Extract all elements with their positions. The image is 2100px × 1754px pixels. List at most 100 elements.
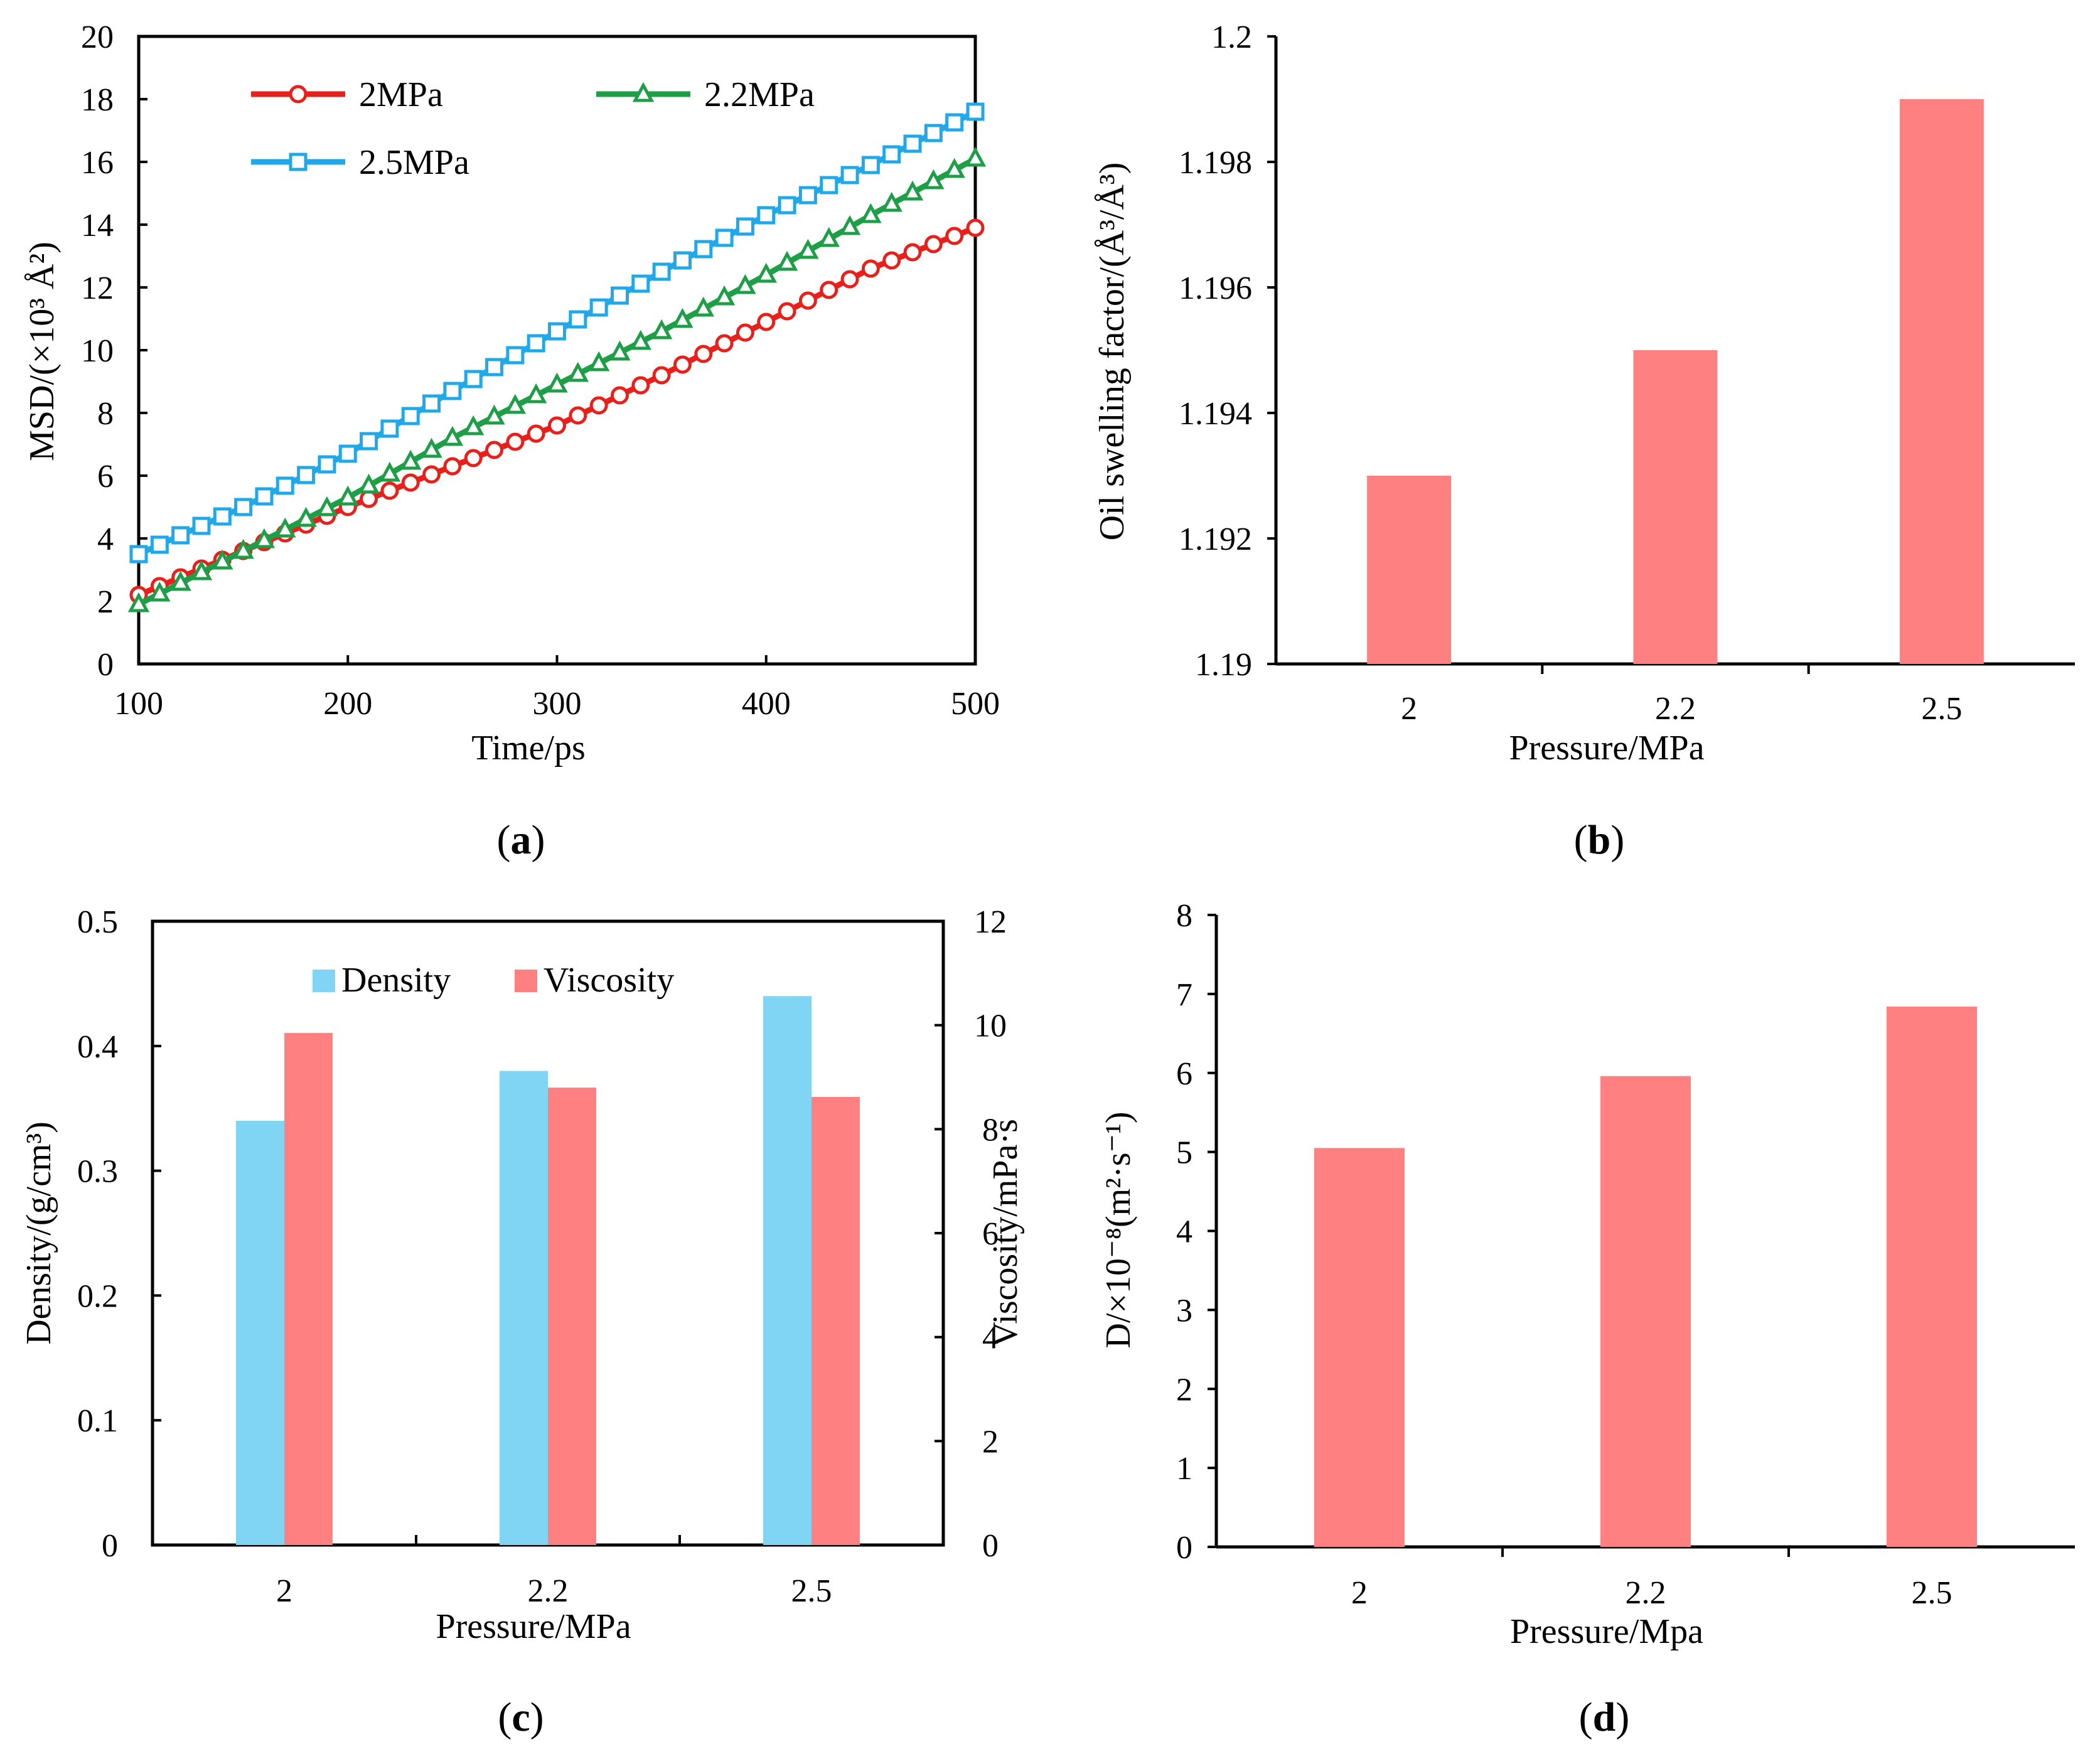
series-marker-2mpa bbox=[485, 441, 504, 459]
panel-c-y-axis-label: Density/(g/cm³) bbox=[19, 1121, 58, 1345]
panel-d-bar-2 bbox=[1314, 1148, 1405, 1547]
panel-c-right-y-tick-label: 4 bbox=[982, 1320, 999, 1356]
series-marker-2mpa bbox=[715, 334, 734, 353]
series-marker-2-2mpa bbox=[358, 473, 380, 494]
series-marker-2-2mpa bbox=[316, 496, 338, 516]
series-marker-2-2mpa bbox=[650, 319, 673, 340]
panel-b-y-tick-label: 1.196 bbox=[1179, 270, 1252, 306]
series-marker-2-2mpa bbox=[232, 538, 254, 559]
panel-c-right-y-tick-label: 0 bbox=[982, 1528, 999, 1564]
series-marker-2-5mpa bbox=[736, 217, 754, 236]
panel-d-bar-2.5 bbox=[1887, 1007, 1977, 1547]
series-marker-2-2mpa bbox=[692, 296, 714, 317]
series-marker-2-5mpa bbox=[255, 487, 274, 506]
series-marker-2-2mpa bbox=[672, 307, 694, 328]
series-marker-2-2mpa bbox=[504, 393, 527, 414]
panel-d-diffusion-bar-chart: 0 1 2 3 4 5 6 7 8 2 2.2 2.5 Pressure/Mpa D/×10⁻⁸(m… bbox=[1099, 898, 2075, 1740]
panel-d-x-tick-label: 2.2 bbox=[1626, 1575, 1666, 1611]
panel-a-legend: 2MPa 2.2MPa 2.5MPa bbox=[251, 75, 815, 182]
panel-a-x-axis-label: Time/ps bbox=[471, 729, 586, 767]
series-marker-2-2mpa bbox=[776, 250, 798, 271]
series-marker-2-5mpa bbox=[213, 507, 232, 526]
panel-c-density-viscosity-bar-chart: 0 0.1 0.2 0.3 0.4 0.5 0 2 4 6 8 10 12 2 2.2 2.5 Densit… bbox=[19, 904, 1025, 1740]
series-marker-2mpa bbox=[464, 449, 483, 468]
series-marker-2mpa bbox=[861, 259, 880, 278]
series-marker-2-2mpa bbox=[400, 449, 422, 470]
panel-a-caption: (a) bbox=[497, 817, 545, 863]
legend-label-2-2mpa: 2.2MPa bbox=[704, 75, 815, 114]
series-marker-2-2mpa bbox=[838, 215, 861, 235]
series-marker-2mpa bbox=[798, 291, 817, 310]
series-marker-2-5mpa bbox=[276, 476, 294, 495]
series-marker-2-2mpa bbox=[755, 262, 777, 283]
legend-marker-2-5mpa bbox=[289, 152, 308, 171]
series-marker-2-5mpa bbox=[903, 134, 922, 153]
series-marker-2-5mpa bbox=[380, 419, 399, 438]
series-marker-2-2mpa bbox=[943, 158, 965, 178]
series-marker-2-5mpa bbox=[589, 298, 608, 317]
series-marker-2-5mpa bbox=[234, 498, 253, 516]
series-marker-2mpa bbox=[631, 376, 650, 395]
panel-c-y-tick-label: 0.4 bbox=[77, 1029, 118, 1065]
panel-b-caption: (b) bbox=[1574, 817, 1625, 863]
panel-b-y-tick-label: 1.194 bbox=[1179, 396, 1252, 432]
series-marker-2mpa bbox=[589, 396, 608, 415]
panel-b-y-tick-label: 1.19 bbox=[1195, 647, 1252, 683]
panel-c-right-y-tick-label: 8 bbox=[982, 1112, 999, 1148]
series-marker-2-5mpa bbox=[548, 322, 566, 341]
series-marker-2-2mpa bbox=[441, 425, 464, 446]
panel-a-msd-line-chart: 0 2 4 6 8 10 12 14 16 18 20 100 200 300 400 500 2MPa 2.… bbox=[23, 19, 1000, 863]
panel-a-x-tick-label: 200 bbox=[323, 686, 372, 722]
panel-d-caption: (d) bbox=[1579, 1694, 1630, 1740]
panel-a-y-axis-label: MSD/(×10³ Å²) bbox=[23, 242, 62, 461]
legend-label-density: Density bbox=[341, 961, 451, 1000]
series-marker-2-2mpa bbox=[378, 461, 401, 482]
series-marker-2-2mpa bbox=[797, 238, 819, 259]
panel-b-y-tick-label: 1.192 bbox=[1179, 521, 1252, 557]
panel-a-y-tick-label: 16 bbox=[81, 145, 114, 181]
series-marker-2-5mpa bbox=[318, 455, 336, 474]
series-marker-2-5mpa bbox=[715, 228, 734, 247]
series-marker-2-5mpa bbox=[945, 113, 964, 132]
series-marker-2-5mpa bbox=[652, 262, 671, 281]
series-marker-2-2mpa bbox=[483, 404, 505, 425]
panel-c-right-y-tick-label: 6 bbox=[982, 1216, 999, 1252]
series-marker-2-2mpa bbox=[713, 285, 736, 306]
series-marker-2-5mpa bbox=[673, 251, 692, 270]
panel-c-right-y-tick-label: 12 bbox=[974, 904, 1007, 940]
panel-c-bar-density-2.5 bbox=[763, 996, 812, 1545]
panel-c-y-tick-label: 0 bbox=[102, 1528, 118, 1564]
series-marker-2mpa bbox=[694, 345, 713, 363]
series-marker-2-5mpa bbox=[485, 358, 504, 377]
panel-d-x-tick-label: 2.5 bbox=[1912, 1575, 1953, 1611]
series-marker-2mpa bbox=[360, 489, 378, 508]
series-marker-2-5mpa bbox=[798, 186, 817, 205]
panel-d-x-tick-label: 2 bbox=[1351, 1575, 1368, 1611]
series-marker-2-2mpa bbox=[337, 485, 359, 506]
series-marker-2-5mpa bbox=[401, 407, 420, 425]
panel-c-y-tick-label: 0.5 bbox=[77, 904, 118, 940]
series-marker-2-5mpa bbox=[422, 394, 441, 413]
panel-c-x-tick-label: 2.5 bbox=[791, 1573, 832, 1609]
series-marker-2mpa bbox=[778, 302, 796, 321]
series-marker-2-2mpa bbox=[127, 592, 150, 612]
series-marker-2mpa bbox=[673, 355, 692, 374]
panel-a-y-tick-label: 12 bbox=[81, 270, 114, 306]
series-marker-2mpa bbox=[527, 424, 545, 443]
panel-b-x-tick-label: 2.2 bbox=[1655, 691, 1696, 727]
panel-b-y-tick-label: 1.2 bbox=[1211, 19, 1252, 55]
series-marker-2-5mpa bbox=[171, 526, 190, 545]
series-marker-2-2mpa bbox=[546, 372, 568, 393]
series-marker-2-5mpa bbox=[527, 334, 545, 353]
series-marker-2-5mpa bbox=[778, 196, 796, 215]
series-marker-2-2mpa bbox=[421, 437, 442, 458]
series-marker-2-5mpa bbox=[192, 516, 211, 535]
series-marker-2-2mpa bbox=[923, 169, 945, 190]
panel-b-bar-2.2 bbox=[1633, 350, 1718, 664]
panel-c-y-tick-label: 0.3 bbox=[77, 1154, 118, 1190]
series-marker-2-5mpa bbox=[150, 535, 169, 554]
series-marker-2-2mpa bbox=[964, 146, 987, 167]
panel-d-y-tick-label: 8 bbox=[1176, 898, 1192, 934]
panel-c-bar-viscosity-2 bbox=[284, 1033, 333, 1545]
series-marker-2mpa bbox=[736, 323, 754, 342]
